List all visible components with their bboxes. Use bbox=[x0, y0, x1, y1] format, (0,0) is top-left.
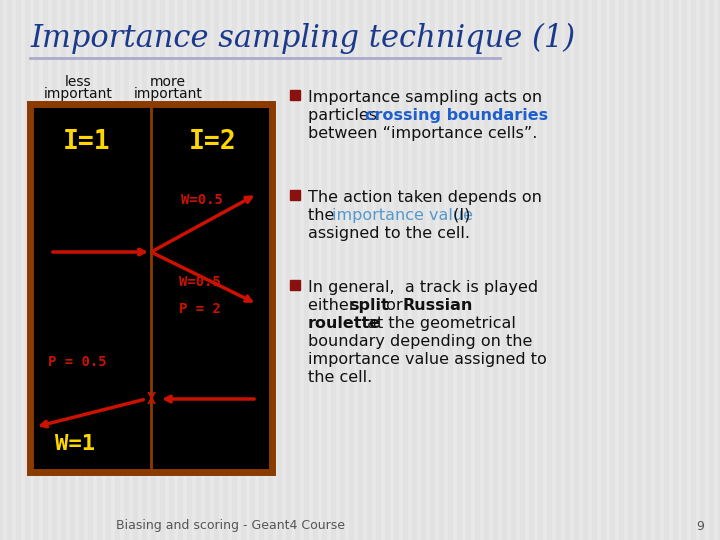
Text: (I): (I) bbox=[448, 208, 470, 223]
Text: less: less bbox=[65, 75, 91, 89]
Text: The action taken depends on: The action taken depends on bbox=[308, 190, 542, 205]
Text: P = 0.5: P = 0.5 bbox=[48, 355, 107, 369]
Text: importance value assigned to: importance value assigned to bbox=[308, 352, 546, 367]
Text: W=0.5: W=0.5 bbox=[179, 275, 221, 289]
Text: Biasing and scoring - Geant4 Course: Biasing and scoring - Geant4 Course bbox=[115, 519, 344, 532]
Bar bbox=[290, 90, 300, 100]
Text: boundary depending on the: boundary depending on the bbox=[308, 334, 532, 349]
Bar bbox=[290, 280, 300, 290]
Text: In general,  a track is played: In general, a track is played bbox=[308, 280, 538, 295]
Text: W=0.5: W=0.5 bbox=[181, 193, 223, 207]
Bar bbox=[290, 190, 300, 200]
Text: W=1: W=1 bbox=[55, 434, 95, 454]
Text: P = 2: P = 2 bbox=[179, 302, 221, 316]
Text: I=2: I=2 bbox=[189, 129, 237, 155]
Text: either: either bbox=[308, 298, 361, 313]
Text: split: split bbox=[349, 298, 389, 313]
Text: Importance sampling acts on: Importance sampling acts on bbox=[308, 90, 542, 105]
Text: the: the bbox=[308, 208, 340, 223]
Text: 9: 9 bbox=[696, 519, 704, 532]
Text: more: more bbox=[150, 75, 186, 89]
Text: importance value: importance value bbox=[332, 208, 473, 223]
Text: crossing boundaries: crossing boundaries bbox=[365, 108, 548, 123]
Text: Importance sampling technique (1): Importance sampling technique (1) bbox=[30, 22, 575, 53]
Text: Russian: Russian bbox=[403, 298, 473, 313]
Text: particles: particles bbox=[308, 108, 382, 123]
Text: between “importance cells”.: between “importance cells”. bbox=[308, 126, 537, 141]
Text: important: important bbox=[134, 87, 202, 101]
Text: assigned to the cell.: assigned to the cell. bbox=[308, 226, 470, 241]
Text: important: important bbox=[44, 87, 112, 101]
Text: I=1: I=1 bbox=[63, 129, 111, 155]
Text: the cell.: the cell. bbox=[308, 370, 372, 385]
Text: X: X bbox=[146, 392, 156, 407]
Bar bbox=[30, 104, 272, 472]
Text: roulette: roulette bbox=[308, 316, 381, 331]
Text: at the geometrical: at the geometrical bbox=[362, 316, 516, 331]
Text: or: or bbox=[381, 298, 408, 313]
